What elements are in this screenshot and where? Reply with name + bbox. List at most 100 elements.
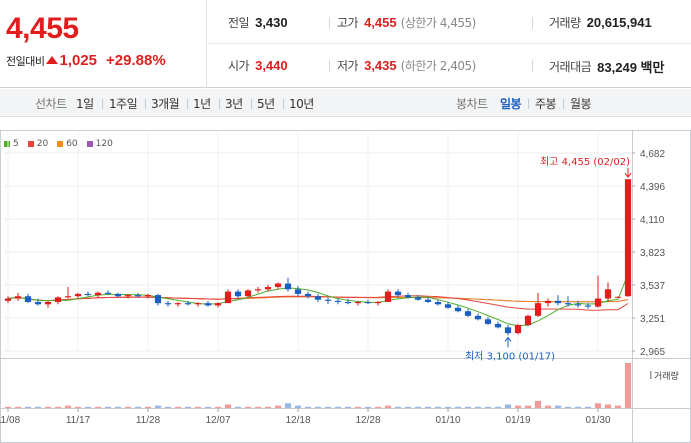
candle-body bbox=[534, 303, 542, 316]
ma-legend-label: 20 bbox=[36, 139, 49, 149]
candle-body bbox=[624, 179, 632, 297]
candle-body bbox=[364, 301, 372, 304]
volume-bar bbox=[224, 404, 232, 408]
candlestick-chart-svg: 4,682 4,396 4,110 3,823 3,537 3,251 2,965 11/08… bbox=[0, 130, 691, 443]
volume-bar bbox=[364, 406, 372, 408]
volume-bar bbox=[194, 406, 202, 408]
y-tick-label: 3,537 bbox=[640, 281, 665, 292]
low-stat: 저가 3,435 (하한가 2,405) bbox=[337, 57, 476, 74]
candle-chart-label: 봉차트 bbox=[456, 97, 488, 111]
prev-close-value: 3,430 bbox=[255, 15, 288, 30]
amount-stat: 거래대금 83,249 백만 bbox=[549, 57, 664, 76]
volume-bar bbox=[254, 406, 262, 408]
candle-body bbox=[4, 298, 12, 301]
candle-body bbox=[304, 293, 312, 297]
x-tick-label: 12/18 bbox=[285, 415, 310, 426]
volume-bar bbox=[104, 406, 112, 408]
volume-bar bbox=[64, 405, 72, 408]
volume-bar bbox=[514, 405, 522, 408]
divider bbox=[251, 99, 252, 109]
divider bbox=[145, 99, 146, 109]
max-annotation: 최고 4,455 (02/02) bbox=[540, 156, 630, 168]
candle-body bbox=[24, 296, 32, 302]
volume-bar bbox=[294, 405, 302, 408]
candle-body bbox=[14, 296, 22, 299]
volume-value: 20,615,941 bbox=[586, 15, 652, 30]
candle-body bbox=[394, 291, 402, 296]
divider bbox=[532, 17, 533, 29]
candle-body bbox=[104, 292, 112, 294]
x-tick-label: 12/07 bbox=[205, 415, 230, 426]
ma-legend-item: 5 bbox=[4, 139, 19, 149]
period-5y-button[interactable]: 5년 bbox=[257, 97, 275, 111]
volume-bar bbox=[244, 406, 252, 408]
period-1d-button[interactable]: 1일 bbox=[76, 97, 94, 111]
candle-body bbox=[234, 291, 242, 297]
monthly-candle-button[interactable]: 월봉 bbox=[570, 97, 592, 111]
volume-bar bbox=[164, 406, 172, 408]
period-1y-button[interactable]: 1년 bbox=[193, 97, 211, 111]
volume-bar bbox=[574, 406, 582, 408]
y-tick-label: 3,823 bbox=[640, 248, 665, 259]
period-1w-button[interactable]: 1주일 bbox=[109, 97, 138, 111]
candle-body bbox=[214, 303, 222, 306]
volume-bar bbox=[114, 406, 122, 408]
candle-body bbox=[354, 301, 362, 304]
volume-legend-swatch bbox=[650, 371, 652, 379]
y-tick-label: 2,965 bbox=[640, 347, 665, 358]
ma-legend-label: 120 bbox=[95, 139, 113, 149]
candle-body bbox=[294, 289, 302, 294]
min-annotation: 최저 3,100 (01/17) bbox=[465, 350, 555, 362]
volume-bar bbox=[124, 406, 132, 408]
candle-body bbox=[94, 292, 102, 296]
period-10y-button[interactable]: 10년 bbox=[289, 97, 314, 111]
period-3y-button[interactable]: 3년 bbox=[225, 97, 243, 111]
volume-bar bbox=[504, 404, 512, 408]
divider bbox=[219, 99, 220, 109]
volume-bar bbox=[84, 406, 92, 408]
y-tick-label: 3,251 bbox=[640, 314, 665, 325]
high-label: 고가 bbox=[337, 16, 359, 30]
x-tick-label: 11/08 bbox=[0, 415, 21, 426]
candle-body bbox=[494, 323, 502, 328]
volume-bar bbox=[534, 400, 542, 408]
ma-line-5 bbox=[7, 273, 629, 327]
volume-bar bbox=[334, 406, 342, 408]
candle-body bbox=[114, 293, 122, 297]
candle-body bbox=[194, 303, 202, 305]
ma120-swatch bbox=[86, 141, 93, 147]
volume-bar bbox=[564, 406, 572, 408]
volume-bar bbox=[394, 406, 402, 408]
candle-body bbox=[614, 296, 622, 298]
candle-body bbox=[124, 295, 132, 297]
divider bbox=[283, 99, 284, 109]
candle-body bbox=[584, 305, 592, 307]
volume-bar bbox=[434, 406, 442, 408]
change-percent: +29.88% bbox=[106, 52, 166, 69]
candle-body bbox=[84, 293, 92, 296]
candle-body bbox=[594, 298, 602, 307]
daily-candle-button[interactable]: 일봉 bbox=[500, 97, 522, 111]
price-header: 4,455 전일대비 1,025 +29.88% 전일 3,430 고가 4,4… bbox=[0, 0, 691, 88]
candle-body bbox=[404, 295, 412, 298]
candle-body bbox=[444, 304, 452, 308]
candle-body bbox=[384, 291, 392, 302]
divider bbox=[528, 99, 529, 109]
candle-body bbox=[524, 315, 532, 326]
current-price-box: 4,455 전일대비 1,025 +29.88% bbox=[0, 0, 207, 88]
y-tick-label: 4,682 bbox=[640, 149, 665, 160]
candle-body bbox=[134, 295, 142, 297]
period-3m-button[interactable]: 3개월 bbox=[151, 97, 180, 111]
candle-body bbox=[604, 289, 612, 299]
open-label: 시가 bbox=[228, 59, 250, 73]
volume-bar bbox=[74, 406, 82, 408]
volume-bar bbox=[44, 406, 52, 408]
open-stat: 시가 3,440 bbox=[228, 57, 288, 74]
y-tick-label: 4,396 bbox=[640, 182, 665, 193]
volume-bar bbox=[584, 406, 592, 408]
line-chart-label: 선차트 bbox=[35, 97, 67, 111]
change-value: 1,025 bbox=[59, 52, 98, 69]
weekly-candle-button[interactable]: 주봉 bbox=[535, 97, 557, 111]
current-price: 4,455 bbox=[6, 12, 79, 45]
candle-body bbox=[424, 299, 432, 302]
